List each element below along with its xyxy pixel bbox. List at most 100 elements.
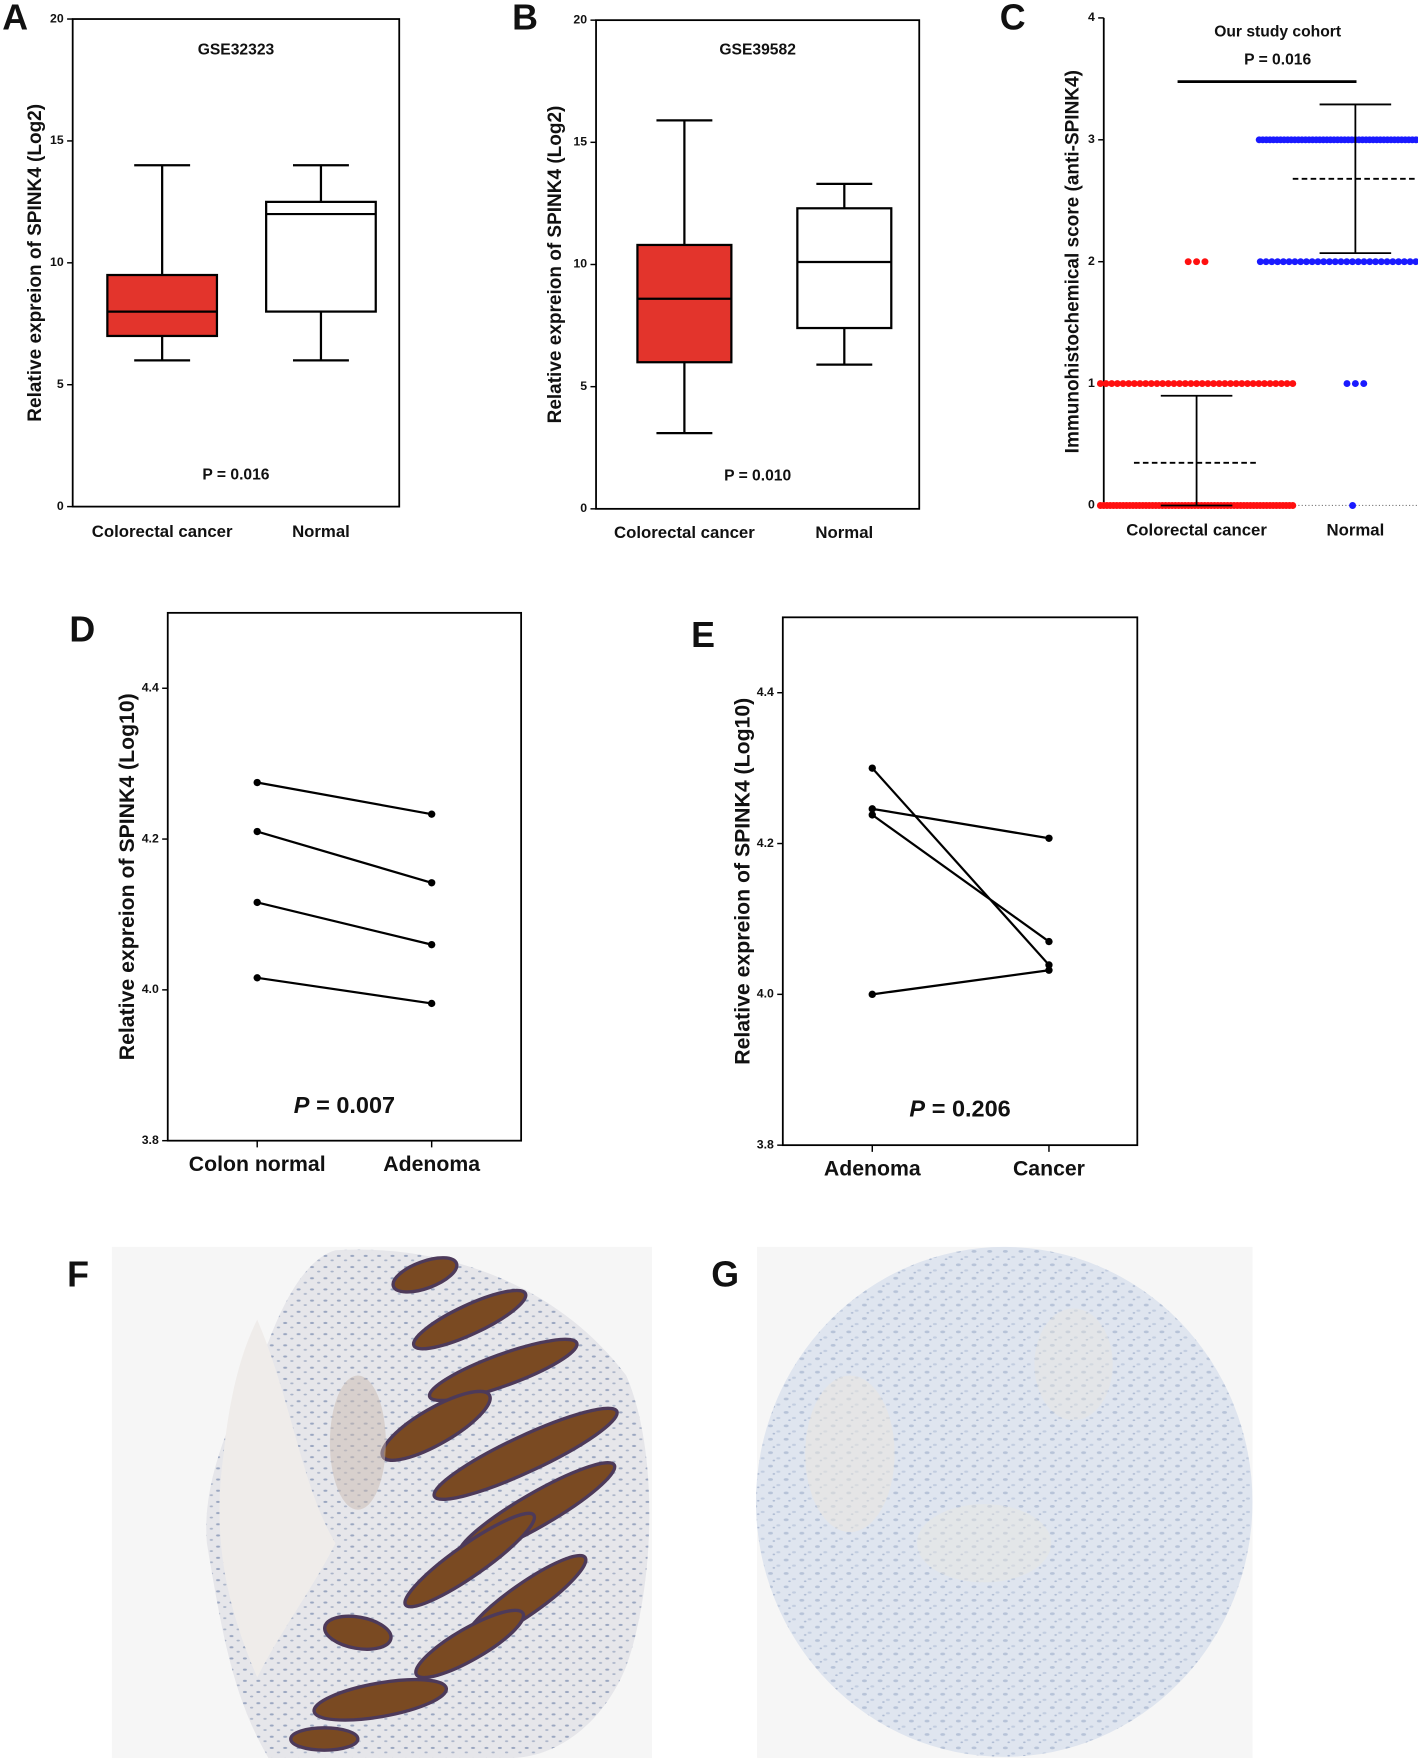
dot: [1113, 380, 1121, 388]
dot: [1383, 258, 1391, 266]
dot: [1193, 380, 1201, 388]
dot: [1272, 380, 1280, 388]
pair-point: [427, 879, 436, 887]
pair-point: [253, 778, 261, 787]
dot: [1277, 380, 1285, 388]
dot: [1377, 258, 1385, 266]
box: [636, 243, 733, 364]
dot: [1291, 258, 1299, 266]
pair-line: [256, 901, 432, 946]
dot-row: [1343, 380, 1368, 388]
panel-letter: D: [69, 609, 95, 649]
y-tick-label: 3: [1088, 132, 1095, 146]
dot: [1366, 258, 1374, 266]
chart-title: GSE32323: [198, 41, 275, 58]
dot-row: [1255, 136, 1418, 144]
dot: [1406, 258, 1414, 266]
pair-point: [868, 764, 876, 772]
dot: [1268, 258, 1276, 266]
dot: [1256, 258, 1264, 266]
pair-line: [257, 781, 432, 816]
dot: [1285, 258, 1293, 266]
y-tick-label: 0: [57, 499, 64, 513]
pair-point: [253, 827, 261, 836]
dot: [1320, 258, 1328, 266]
y-axis-label: Relative expreion of SPINK4 (Log2): [545, 106, 566, 424]
y-tick-label: 3.8: [142, 1133, 159, 1147]
dot: [1210, 380, 1218, 388]
dot-row: [1096, 380, 1297, 388]
dot: [1274, 258, 1282, 266]
dot: [1262, 258, 1270, 266]
y-tick-label: 10: [573, 257, 587, 271]
x-tick-label: Normal: [1326, 521, 1384, 540]
y-axis-label: Relative expreion of SPINK4 (Log10): [730, 698, 754, 1065]
pair-point: [1045, 961, 1053, 969]
box: [106, 273, 219, 338]
dot: [1142, 380, 1150, 388]
dot: [1297, 258, 1305, 266]
dot-row: [1256, 258, 1418, 266]
y-tick-label: 5: [580, 379, 587, 393]
dot: [1337, 258, 1345, 266]
y-tick-label: 20: [50, 11, 64, 25]
dot: [1351, 380, 1359, 388]
panel-letter: B: [512, 0, 538, 38]
dot: [1108, 380, 1116, 388]
dot: [1232, 380, 1240, 388]
pair-point: [868, 805, 876, 813]
plot-frame: [166, 611, 523, 1142]
p-value: P = 0.016: [202, 466, 269, 483]
dot: [1201, 258, 1209, 266]
dot: [1147, 380, 1155, 388]
x-tick-label: Adenoma: [824, 1156, 921, 1180]
pair-point: [427, 810, 436, 818]
x-tick-label: Colorectal cancer: [614, 523, 755, 542]
pair-point: [868, 811, 876, 819]
dot: [1125, 380, 1133, 388]
y-tick-label: 10: [50, 255, 64, 269]
dot: [1283, 380, 1291, 388]
y-tick-label: 2: [1088, 254, 1095, 268]
panel-letter: F: [67, 1255, 89, 1295]
pair-point: [427, 999, 436, 1008]
p-value: P = 0.206: [909, 1096, 1010, 1122]
dot: [1159, 380, 1167, 388]
y-tick-label: 4.2: [757, 836, 774, 850]
dot: [1193, 258, 1201, 266]
chart-title: GSE39582: [719, 41, 796, 58]
y-tick-label: 5: [57, 377, 64, 391]
y-tick-label: 15: [573, 135, 587, 149]
box: [796, 207, 893, 330]
dot: [1187, 380, 1195, 388]
x-tick-label: Adenoma: [383, 1152, 480, 1176]
dot: [1170, 380, 1178, 388]
dot: [1238, 380, 1246, 388]
y-axis-label: Relative expreion of SPINK4 (Log2): [25, 104, 46, 422]
p-value: P = 0.010: [724, 468, 791, 485]
y-axis-label: Relative expreion of SPINK4 (Log10): [115, 693, 139, 1060]
pair-line: [872, 807, 1050, 840]
p-value: P = 0.007: [294, 1092, 395, 1118]
dot: [1331, 258, 1339, 266]
dot: [1412, 258, 1418, 266]
dot: [1255, 380, 1263, 388]
panel-letter: E: [691, 615, 715, 655]
dot: [1289, 380, 1297, 388]
panel-letter: C: [1000, 0, 1026, 38]
dot-row: [1184, 258, 1209, 266]
dot: [1400, 258, 1408, 266]
dot: [1325, 258, 1333, 266]
chart-title: Our study cohort: [1214, 24, 1342, 41]
dot: [1184, 258, 1192, 266]
pair-line: [257, 976, 432, 1005]
dot: [1244, 380, 1251, 388]
dot: [1176, 380, 1184, 388]
dot: [1314, 258, 1322, 266]
y-tick-label: 4.0: [757, 987, 774, 1001]
dot: [1221, 380, 1229, 388]
p-text: = 0.206: [932, 1096, 1011, 1122]
dot: [1266, 380, 1274, 388]
y-tick-label: 4.2: [142, 831, 159, 845]
